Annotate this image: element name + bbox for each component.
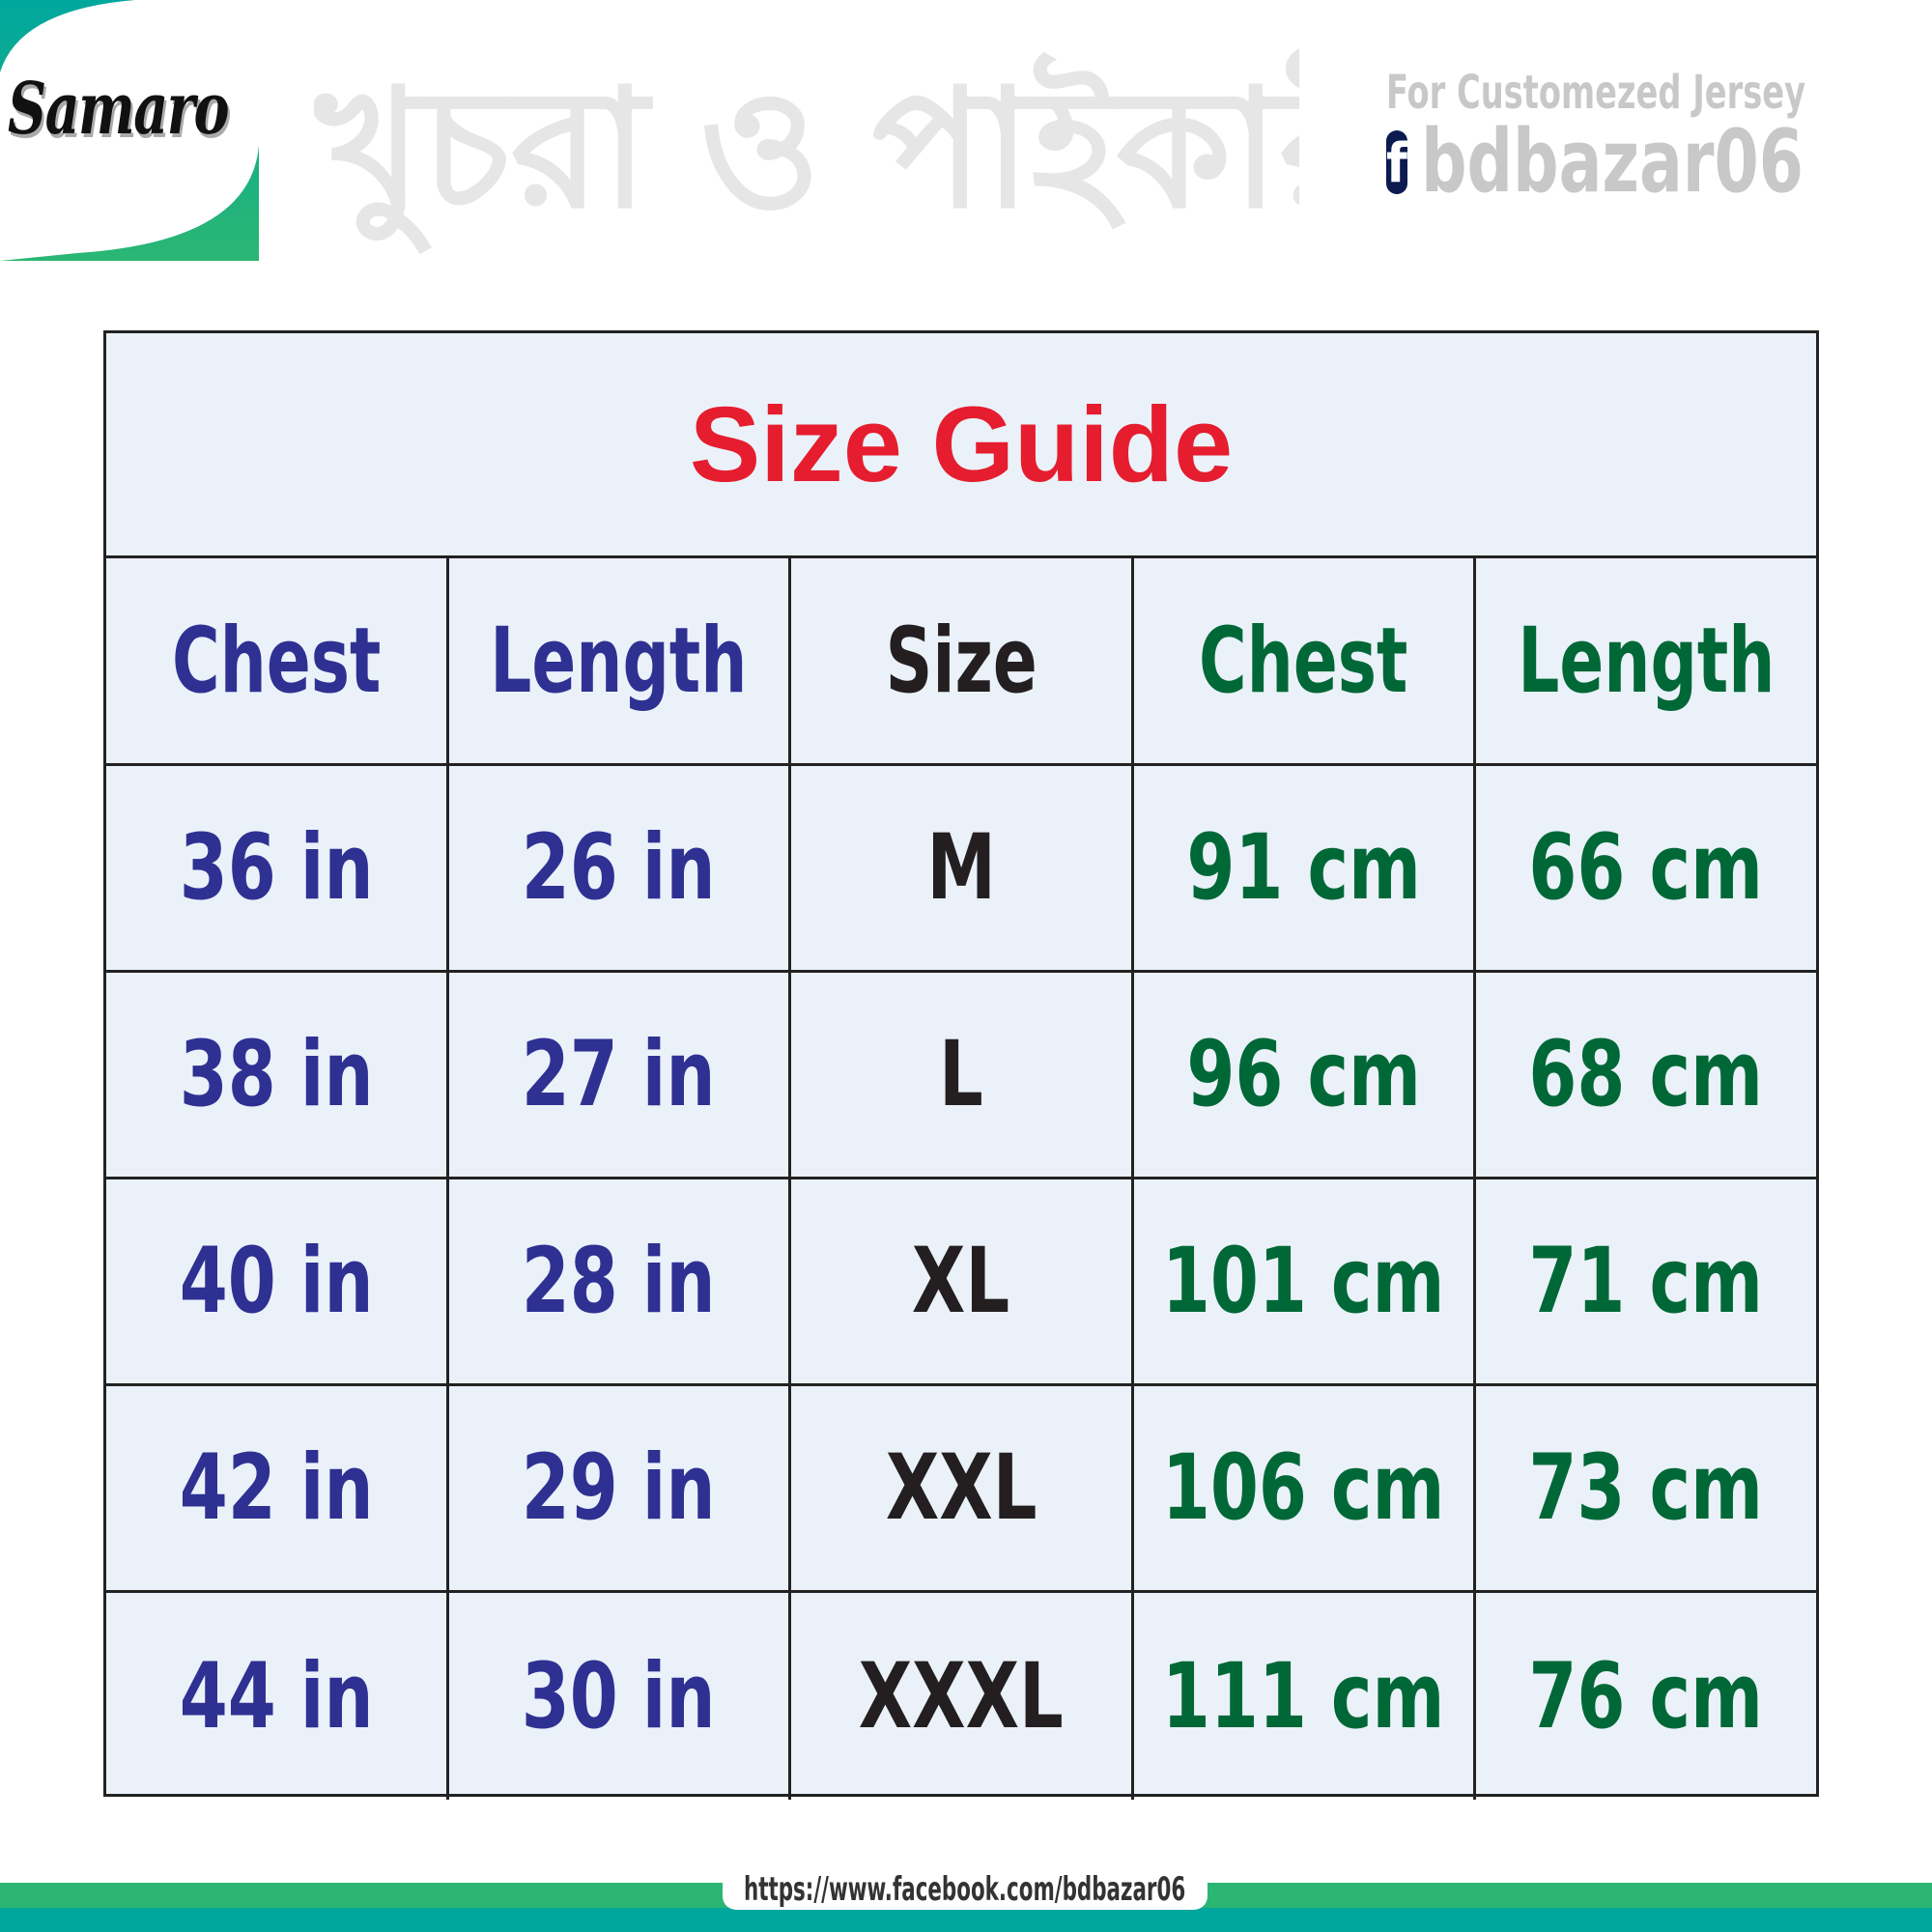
cell-chest-in: 42 in [106,1386,449,1590]
cell-length-cm: 73 cm [1528,1435,1764,1541]
header-length-in: Length [449,558,792,763]
cell-chest-cm: 101 cm [1134,1179,1477,1383]
table-row: 38 in 27 in L 96 cm 68 cm [106,973,1816,1179]
header-chest-in: Chest [106,558,449,763]
logo-swoosh [0,0,259,261]
footer-url-link[interactable]: https://www.facebook.com/bdbazar06 [744,1870,1186,1909]
cell-length-in: 28 in [449,1179,792,1383]
cell-chest-in: 40 in [106,1179,449,1383]
size-guide-table: Size Guide Chest Length Size Chest Lengt… [103,330,1819,1800]
table-row: 40 in 28 in XL 101 cm 71 cm [106,1179,1816,1386]
watermark-text: খুচরা ও পাইকারী [314,54,1299,245]
cell-chest-cm: 106 cm [1134,1386,1477,1590]
footer-band-teal [0,1908,1932,1932]
table-title-row: Size Guide [106,333,1816,558]
facebook-handle-row[interactable]: f bdbazar06 [1386,111,1821,213]
cell-length-in: 30 in [449,1593,792,1800]
cell-size: XXL [791,1386,1134,1590]
samaro-logo: Samaro [0,0,259,261]
cell-chest-in: 38 in [106,973,449,1177]
cell-chest-in: 36 in [106,766,449,970]
cell-length-cm: 68 cm [1528,1022,1764,1127]
cell-chest-cm: 96 cm [1134,973,1477,1177]
cell-length-in: 27 in [449,973,792,1177]
table-row: 42 in 29 in XXL 106 cm 73 cm [106,1386,1816,1593]
cell-length-cm: 76 cm [1528,1643,1764,1749]
table-row: 36 in 26 in M 91 cm 66 cm [106,766,1816,973]
cell-size: M [791,766,1134,970]
cell-size: L [791,973,1134,1177]
table-title: Size Guide [689,384,1234,504]
header-chest-cm: Chest [1134,558,1477,763]
header-length-cm: Length [1518,608,1776,714]
header-size: Size [791,558,1134,763]
table-header-row: Chest Length Size Chest Length [106,558,1816,766]
cell-length-cm: 71 cm [1528,1229,1764,1334]
table-row: 44 in 30 in XXXL 111 cm 76 cm [106,1593,1816,1800]
cell-chest-cm: 111 cm [1134,1593,1477,1800]
promo-block: For Customezed Jersey f bdbazar06 [1386,66,1821,213]
cell-size: XXXL [791,1593,1134,1800]
cell-length-cm: 66 cm [1528,815,1764,921]
cell-length-in: 29 in [449,1386,792,1590]
cell-size: XL [791,1179,1134,1383]
cell-chest-cm: 91 cm [1134,766,1477,970]
cell-chest-in: 44 in [106,1593,449,1800]
facebook-handle: bdbazar06 [1420,111,1804,213]
facebook-icon: f [1386,130,1407,195]
logo-text: Samaro [8,68,229,151]
footer-url-tab: https://www.facebook.com/bdbazar06 [723,1869,1208,1910]
cell-length-in: 26 in [449,766,792,970]
